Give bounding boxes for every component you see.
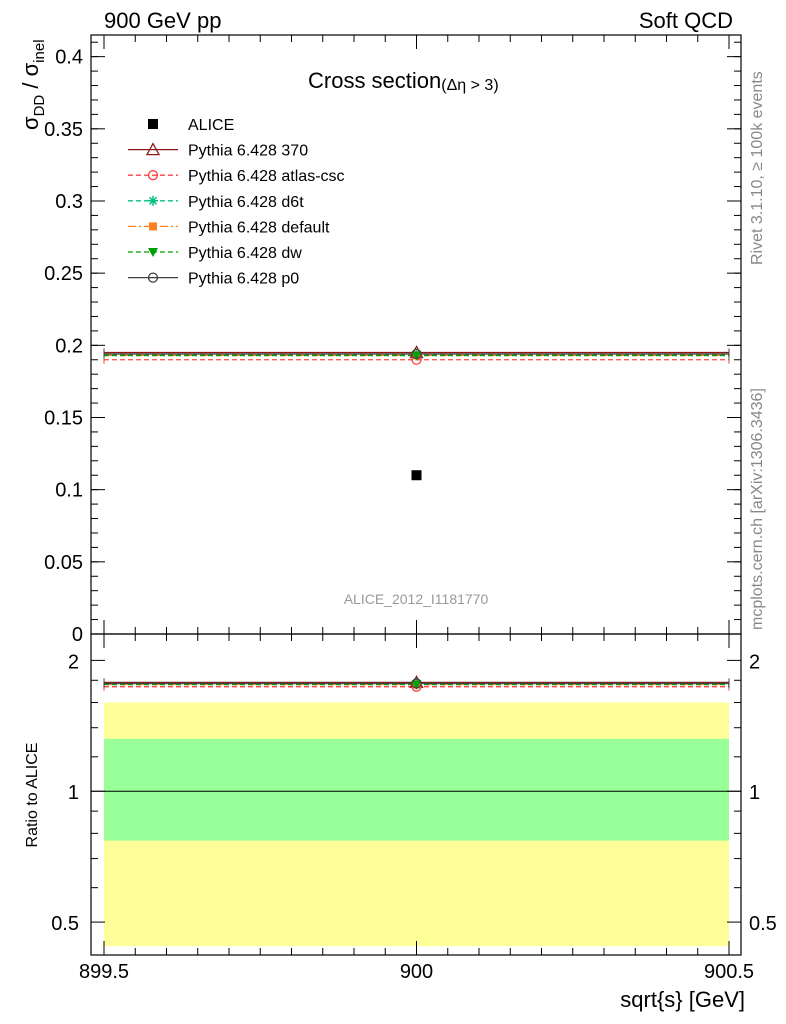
y-tick-label: 0.4	[55, 47, 83, 69]
legend-marker-3	[149, 222, 157, 231]
legend-marker-0	[145, 142, 161, 156]
ratio-panel: 0.5 0.5 1 1 2 2 899.5 900 900.5	[51, 633, 777, 983]
chart-title: Cross section(Δη > 3)	[308, 68, 499, 94]
legend-marker-2	[148, 195, 158, 206]
legend-label-4: Pythia 6.428 dw	[188, 245, 302, 262]
ratio-tick-label-right: 0.5	[749, 913, 777, 935]
legend-label-0: Pythia 6.428 370	[188, 143, 308, 160]
legend-label-1: Pythia 6.428 atlas-csc	[188, 168, 345, 185]
y-tick-label: 0.3	[55, 191, 83, 213]
mcplots-credit-label: mcplots.cern.ch [arXiv:1306.3436]	[749, 388, 766, 630]
y-tick-label: 0.05	[44, 552, 83, 574]
y-label-slash: /	[18, 76, 43, 94]
y-label-sigma2: σ	[18, 62, 43, 76]
ratio-tick-label-right: 2	[749, 651, 760, 673]
ratio-tick-label-left: 1	[68, 782, 79, 804]
y-label-sigma1: σ	[18, 116, 43, 130]
chart-title-suffix: (Δη > 3)	[441, 77, 498, 94]
y-tick-label: 0.15	[44, 407, 83, 429]
x-tick-label: 900.5	[704, 961, 754, 983]
y-tick-label: 0	[72, 624, 83, 646]
header-right-label: Soft QCD	[639, 8, 733, 33]
y-label-sub2: inel	[31, 39, 48, 62]
legend-marker-alice	[148, 119, 158, 129]
chart-title-main: Cross section	[308, 68, 441, 93]
legend: ALICE Pythia 6.428 370 Pythia 6.428 atlas-…	[128, 117, 345, 288]
ratio-band-green	[104, 738, 729, 841]
rivet-version-label: Rivet 3.1.10, ≥ 100k events	[749, 71, 766, 265]
y-tick-label: 0.35	[44, 119, 83, 141]
legend-marker-5	[147, 272, 159, 283]
ratio-point-5	[411, 678, 422, 689]
ratio-point-4	[411, 680, 422, 690]
ratio-tick-label-left: 2	[68, 651, 79, 673]
y-tick-label: 0.2	[55, 335, 83, 357]
x-axis-label: sqrt{s} [GeV]	[620, 987, 745, 1012]
y-axis-label-main: σDD / σinel	[18, 39, 48, 130]
series-point-5	[411, 348, 422, 360]
legend-marker-2-stroke	[148, 196, 158, 205]
data-point-alice	[411, 470, 422, 481]
legend-marker-4	[148, 248, 158, 257]
x-tick-label: 899.5	[79, 961, 129, 983]
analysis-watermark: ALICE_2012_I1181770	[344, 591, 489, 607]
legend-label-alice: ALICE	[188, 117, 234, 134]
series-point-4	[411, 351, 422, 361]
y-tick-label: 0.25	[44, 263, 83, 285]
legend-label-2: Pythia 6.428 d6t	[188, 194, 304, 211]
y-label-sub1: DD	[31, 95, 48, 117]
x-tick-label: 900	[400, 961, 433, 983]
legend-label-5: Pythia 6.428 p0	[188, 271, 299, 288]
ratio-tick-label-right: 1	[749, 782, 760, 804]
header-left-label: 900 GeV pp	[104, 8, 221, 33]
y-axis-label-ratio: Ratio to ALICE	[24, 743, 41, 848]
main-panel: 0 0.05 0.1 0.15 0.2 0.25 0.3 0.35 0.4	[44, 34, 742, 646]
legend-marker-1	[147, 170, 159, 181]
y-tick-label: 0.1	[55, 480, 83, 502]
ratio-tick-label-left: 0.5	[51, 913, 79, 935]
legend-label-3: Pythia 6.428 default	[188, 219, 330, 236]
